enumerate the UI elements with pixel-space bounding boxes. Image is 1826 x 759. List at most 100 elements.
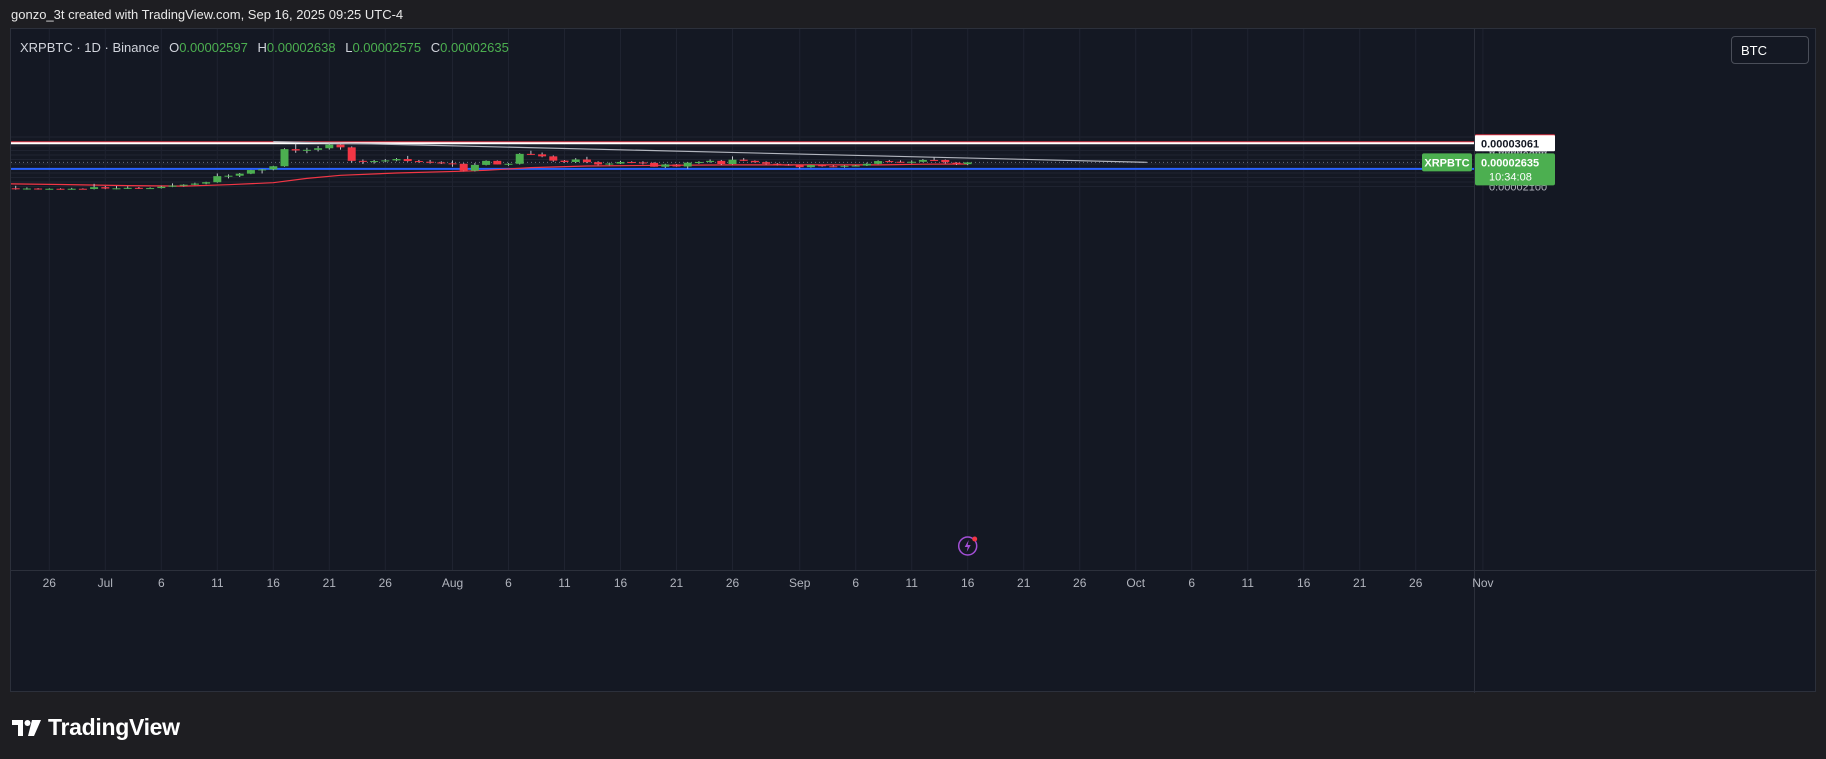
candle-up[interactable] [840,165,849,167]
candle-up[interactable] [246,170,255,174]
candle-down[interactable] [750,160,759,163]
symbol-info[interactable]: XRPBTC · 1D · Binance [20,40,160,55]
candle-up[interactable] [235,173,244,176]
candle-up[interactable] [963,162,972,165]
candle-up[interactable] [728,159,737,164]
candle-up[interactable] [683,162,692,167]
candle-up[interactable] [190,183,199,185]
candle-up[interactable] [851,165,860,167]
x-tick-label: 11 [558,576,571,590]
candle-down[interactable] [34,188,43,190]
candle-down[interactable] [594,162,603,165]
candle-down[interactable] [638,162,647,164]
price-label-text: 0.00003061 [1481,138,1539,150]
candle-up[interactable] [90,187,99,189]
price-chart[interactable]: 0.000021000.000022000.000023000.00002400… [11,29,1817,693]
candle-up[interactable] [605,163,614,165]
candle-down[interactable] [134,187,143,189]
candle-up[interactable] [112,188,121,190]
candle-down[interactable] [493,160,502,165]
candle-down[interactable] [773,163,782,165]
x-tick-label: 16 [961,576,975,590]
candle-up[interactable] [381,160,390,162]
x-tick-label: 16 [614,576,628,590]
x-tick-label: 21 [1353,576,1367,590]
candle-up[interactable] [146,188,155,190]
candle-up[interactable] [661,164,670,167]
candle-down[interactable] [426,161,435,163]
candle-down[interactable] [784,164,793,166]
candle-down[interactable] [11,188,20,190]
x-tick-label: 26 [379,576,393,590]
candle-down[interactable] [437,162,446,164]
candle-up[interactable] [862,163,871,166]
candle-down[interactable] [414,161,423,163]
candle-up[interactable] [482,160,491,165]
candle-down[interactable] [560,160,569,162]
candle-up[interactable] [123,187,132,189]
candle-up[interactable] [269,166,278,170]
candle-down[interactable] [795,165,804,168]
candle-down[interactable] [930,159,939,161]
candle-up[interactable] [907,161,916,163]
candle-up[interactable] [179,184,188,186]
candle-up[interactable] [504,163,513,165]
candle-down[interactable] [526,153,535,155]
candle-up[interactable] [314,148,323,150]
candle-up[interactable] [515,153,524,164]
candle-up[interactable] [325,144,334,149]
candle-down[interactable] [459,163,468,171]
candle-up[interactable] [370,161,379,163]
candle-up[interactable] [22,188,31,190]
candle-down[interactable] [538,154,547,157]
candle-down[interactable] [358,160,367,162]
candle-down[interactable] [101,187,110,189]
candle-down[interactable] [739,159,748,161]
candle-down[interactable] [885,161,894,163]
candle-up[interactable] [45,188,54,190]
candle-down[interactable] [336,144,345,148]
candle-up[interactable] [694,161,703,163]
x-tick-label: 6 [505,576,512,590]
candle-up[interactable] [280,149,289,167]
candle-down[interactable] [896,161,905,163]
candle-down[interactable] [952,162,961,164]
candle-down[interactable] [818,165,827,167]
candle-up[interactable] [392,159,401,161]
candle-down[interactable] [56,188,65,190]
candle-down[interactable] [762,162,771,164]
candle-down[interactable] [448,163,457,165]
chart-panel[interactable]: 0.000021000.000022000.000023000.00002400… [10,28,1817,693]
candle-up[interactable] [470,164,479,171]
candle-up[interactable] [302,149,311,151]
candle-up[interactable] [571,159,580,162]
candle-up[interactable] [706,160,715,162]
close-value: 0.00002635 [440,40,509,55]
candle-up[interactable] [918,159,927,162]
candle-up[interactable] [157,186,166,189]
candle-down[interactable] [291,149,300,151]
candle-up[interactable] [258,169,267,171]
candle-down[interactable] [347,147,356,161]
x-tick-label: 6 [158,576,165,590]
candle-down[interactable] [829,166,838,168]
candle-up[interactable] [224,175,233,177]
candle-down[interactable] [941,159,950,163]
candle-up[interactable] [616,161,625,164]
candle-up[interactable] [168,185,177,187]
candle-up[interactable] [213,176,222,183]
candle-up[interactable] [202,182,211,184]
currency-button[interactable]: BTC [1731,36,1809,64]
candle-down[interactable] [672,164,681,167]
candle-up[interactable] [806,165,815,168]
candle-down[interactable] [582,159,591,163]
candle-down[interactable] [403,159,412,162]
candle-down[interactable] [549,156,558,161]
candle-down[interactable] [717,160,726,164]
candle-down[interactable] [78,188,87,190]
candle-down[interactable] [650,162,659,167]
candle-up[interactable] [874,161,883,164]
candle-down[interactable] [627,161,636,163]
candle-up[interactable] [67,188,76,190]
x-tick-label: Sep [789,576,811,590]
